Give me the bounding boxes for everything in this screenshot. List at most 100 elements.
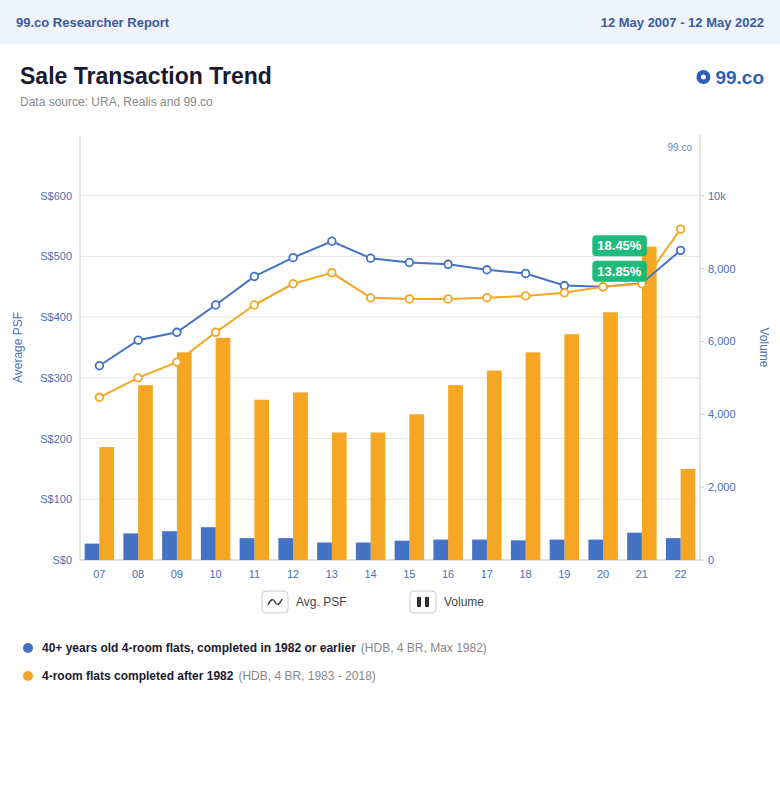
bar: [123, 533, 138, 560]
line-marker: [212, 301, 220, 309]
bar: [487, 371, 502, 560]
bar: [627, 533, 642, 560]
y-axis-title: Average PSF: [11, 312, 25, 383]
line-marker: [134, 374, 142, 382]
line: [99, 229, 680, 397]
bar: [99, 447, 114, 560]
y-axis-line: [80, 135, 81, 560]
y2-tick-label: 4,000: [708, 408, 736, 420]
line-marker: [251, 301, 259, 309]
annotation-text: 13.85%: [597, 264, 642, 279]
mini-legend-text: Avg. PSF: [296, 595, 346, 609]
x-tick-label: 18: [520, 568, 532, 580]
mini-legend-line-icon: [268, 599, 282, 605]
line-marker: [134, 336, 142, 344]
bar: [240, 538, 255, 560]
line-marker: [289, 280, 297, 288]
mini-legend-icon-box: [410, 591, 436, 613]
bar: [177, 352, 192, 560]
legend-detail: (HDB, 4 BR, 1983 - 2018): [238, 669, 375, 683]
bar: [564, 334, 579, 560]
bar: [138, 385, 153, 560]
y-tick-label: S$300: [40, 372, 72, 384]
legend-dot: [23, 643, 33, 653]
line-marker: [444, 261, 452, 269]
title: Sale Transaction Trend: [20, 63, 272, 89]
line-marker: [406, 295, 414, 303]
legend-label: 4-room flats completed after 1982: [42, 669, 234, 683]
y2-axis-line: [700, 135, 701, 560]
x-tick-label: 20: [597, 568, 609, 580]
line-marker: [483, 266, 491, 274]
line-marker: [96, 362, 104, 370]
bar: [433, 540, 448, 560]
line-marker: [522, 270, 530, 278]
mini-legend-text: Volume: [444, 595, 484, 609]
legend-text: 40+ years old 4-room flats, completed in…: [42, 641, 487, 655]
y-tick-label: S$0: [52, 554, 72, 566]
line-marker: [173, 329, 181, 337]
annotation-badge: [592, 261, 647, 282]
bar: [216, 338, 231, 560]
y2-tick-mark: [700, 560, 704, 561]
bar: [278, 538, 293, 560]
y2-axis-title: Volume: [757, 327, 771, 367]
line-marker: [173, 358, 181, 366]
line-marker: [251, 273, 259, 281]
annotation: 13.85%: [592, 261, 647, 282]
bar: [588, 540, 603, 560]
bar: [317, 543, 332, 560]
bar: [642, 247, 657, 560]
x-tick-label: 12: [287, 568, 299, 580]
line-marker: [677, 247, 685, 255]
y2-tick-mark: [700, 268, 704, 269]
bar: [395, 541, 410, 560]
line-marker: [522, 292, 530, 300]
x-tick-label: 22: [675, 568, 687, 580]
bar: [603, 312, 618, 560]
y-tick-label: S$100: [40, 493, 72, 505]
y2-tick-mark: [700, 341, 704, 342]
brand: 99.co: [715, 67, 764, 88]
x-tick-label: 21: [636, 568, 648, 580]
x-tick-label: 15: [403, 568, 415, 580]
bar: [254, 400, 269, 560]
lines: [96, 225, 685, 401]
line-marker: [599, 283, 607, 291]
line-marker: [328, 237, 336, 245]
line-marker: [677, 225, 685, 233]
line-marker: [406, 259, 414, 267]
bar: [293, 392, 308, 560]
legend-label: 40+ years old 4-room flats, completed in…: [42, 641, 356, 655]
header-band: [0, 0, 780, 44]
y2-tick-label: 2,000: [708, 481, 736, 493]
bar: [526, 352, 541, 560]
y2-tick-mark: [700, 487, 704, 488]
y2-tick-label: 6,000: [708, 335, 736, 347]
y2-tick-mark: [700, 414, 704, 415]
y2-tick-label: 10k: [708, 190, 726, 202]
x-tick-label: 16: [442, 568, 454, 580]
line: [99, 241, 680, 365]
bar: [356, 543, 371, 560]
x-tick-label: 19: [558, 568, 570, 580]
y-tick-label: S$200: [40, 433, 72, 445]
bar: [332, 433, 347, 560]
line-marker: [212, 329, 220, 337]
y2-tick-label: 8,000: [708, 263, 736, 275]
grid-line: [80, 195, 700, 196]
header-right: 12 May 2007 - 12 May 2022: [601, 15, 764, 30]
mini-legend-bar-icon: [425, 597, 429, 607]
line-marker: [561, 289, 569, 297]
chart: 99.co Researcher Report12 May 2007 - 12 …: [0, 0, 780, 800]
grid: [80, 196, 700, 560]
y2-tick-mark: [700, 195, 704, 196]
watermark: 99.co: [668, 142, 693, 153]
bar: [511, 540, 526, 560]
line-marker: [289, 254, 297, 262]
bar: [201, 527, 216, 560]
bar: [472, 540, 487, 560]
line-marker: [367, 294, 375, 302]
mini-legend-bar-icon: [417, 597, 421, 607]
y-tick-label: S$500: [40, 250, 72, 262]
